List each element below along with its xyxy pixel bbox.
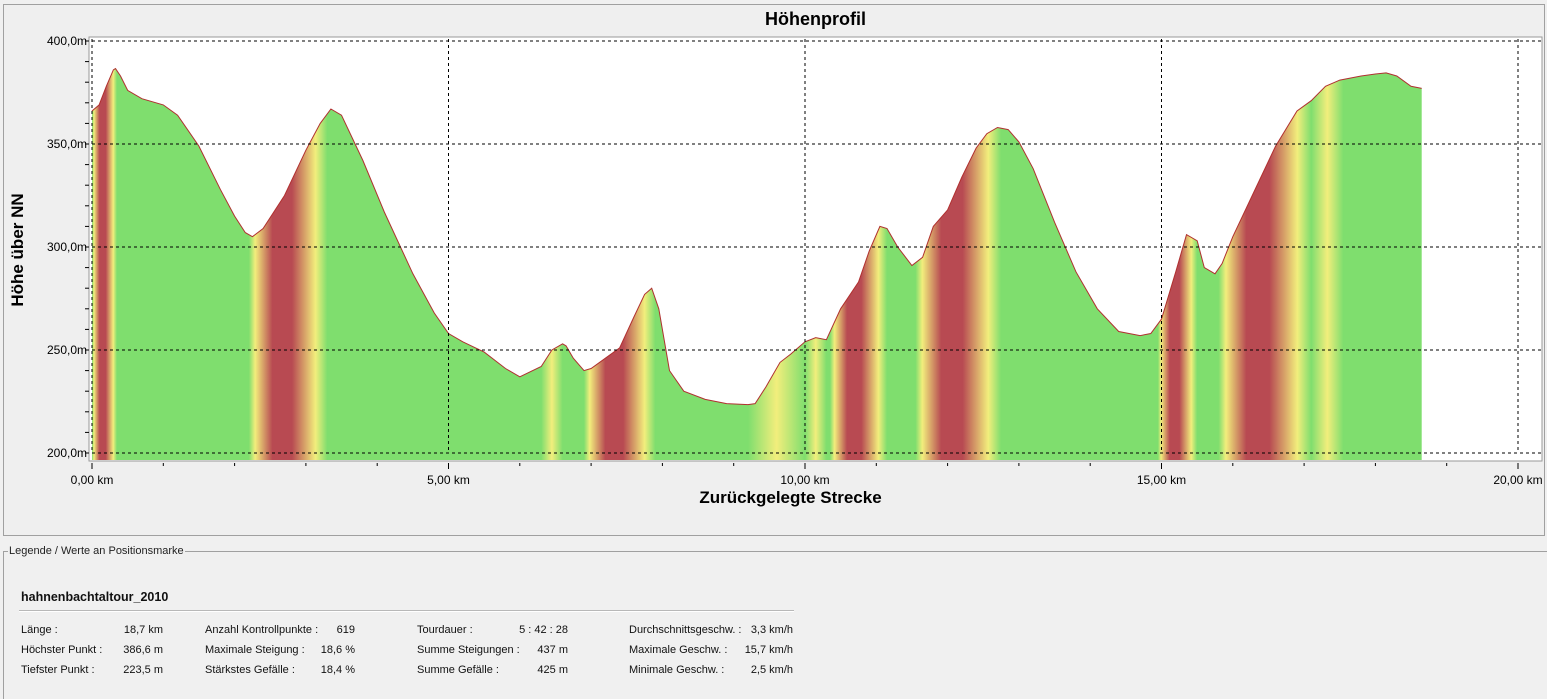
legend-separator: [19, 610, 794, 612]
stat-label: Minimale Geschw. :: [629, 664, 725, 676]
x-tick-label: 0,00 km: [71, 473, 114, 487]
stat-label: Länge :: [21, 624, 58, 636]
stat-label: Tourdauer :: [417, 624, 473, 636]
stat-value: 386,6 m: [123, 644, 163, 656]
stat-value: 2,5 km/h: [750, 664, 793, 676]
x-tick-label: 15,00 km: [1137, 473, 1186, 487]
track-name: hahnenbachtaltour_2010: [21, 590, 169, 604]
stat-value: 18,6 %: [320, 644, 355, 656]
stat-label: Maximale Geschw. :: [629, 644, 728, 656]
stat-value: 15,7 km/h: [744, 644, 793, 656]
legend-caption: Legende / Werte an Positionsmarke: [8, 545, 185, 557]
stat-value: 3,3 km/h: [750, 624, 793, 636]
y-tick-label: 350,0m: [47, 137, 87, 151]
stat-label: Höchster Punkt :: [21, 644, 103, 656]
stat-label: Anzahl Kontrollpunkte :: [205, 624, 319, 636]
stat-value: 223,5 m: [123, 664, 163, 676]
x-tick-label: 20,00 km: [1493, 473, 1542, 487]
stat-label: Tiefster Punkt :: [21, 664, 95, 676]
y-tick-label: 300,0m: [47, 240, 87, 254]
legend-group: [3, 551, 1547, 699]
stat-value: 5 : 42 : 28: [519, 624, 568, 636]
x-tick-label: 5,00 km: [427, 473, 470, 487]
stat-value: 425 m: [537, 664, 568, 676]
elevation-area: [92, 68, 1422, 460]
chart-panel: Höhenprofil 200,0m 250,0m 300,0m 350,0m 400,0…: [3, 4, 1545, 536]
elevation-line: [91, 67, 1422, 406]
stat-value: 619: [336, 624, 355, 636]
elevation-chart: Höhenprofil 200,0m 250,0m 300,0m 350,0m 400,0…: [8, 9, 1543, 507]
stat-label: Summe Gefälle :: [417, 664, 499, 676]
chart-title: Höhenprofil: [765, 9, 866, 29]
stat-label: Summe Steigungen :: [417, 644, 520, 656]
stat-label: Durchschnittsgeschw. :: [629, 624, 742, 636]
stat-value: 18,7 km: [123, 624, 163, 636]
y-axis-label: Höhe über NN: [8, 193, 27, 306]
stat-value: 437 m: [537, 644, 568, 656]
stat-value: 18,4 %: [320, 664, 355, 676]
y-tick-label: 250,0m: [47, 343, 87, 357]
x-axis-label: Zurückgelegte Strecke: [699, 488, 881, 507]
y-tick-label: 400,0m: [47, 34, 87, 48]
stat-label: Maximale Steigung :: [205, 644, 305, 656]
stat-label: Stärkstes Gefälle :: [205, 664, 295, 676]
x-tick-label: 10,00 km: [780, 473, 829, 487]
y-tick-label: 200,0m: [47, 446, 87, 460]
